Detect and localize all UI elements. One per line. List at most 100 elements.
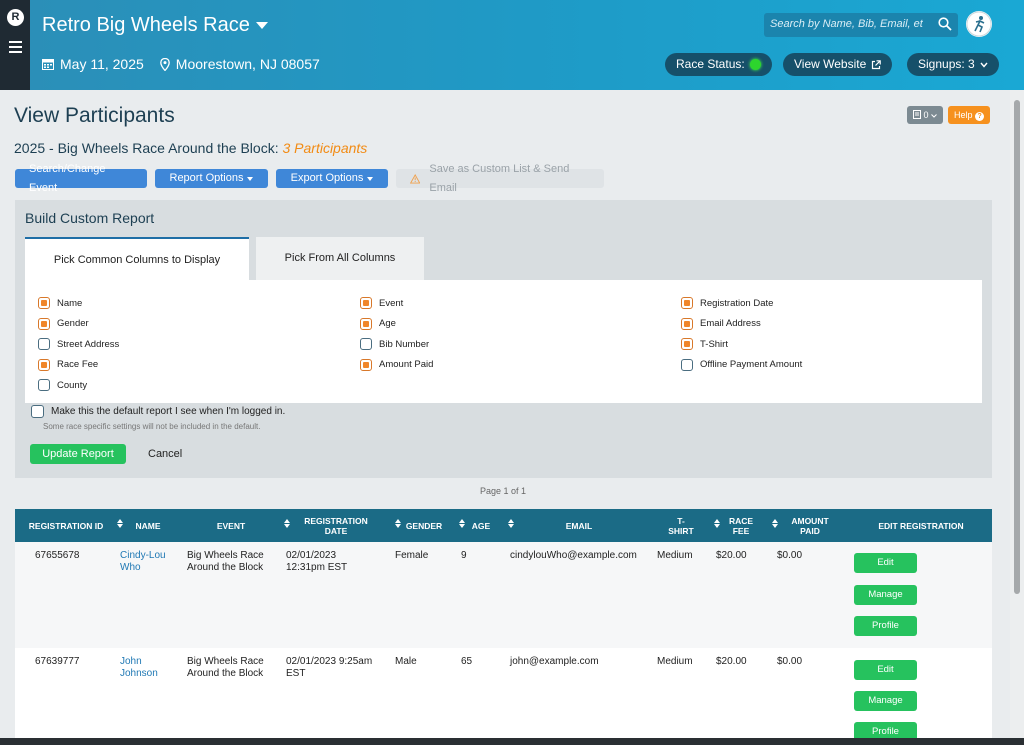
participant-name-link[interactable]: Cindy-Lou Who — [120, 550, 166, 573]
sort-icon[interactable] — [395, 519, 401, 528]
warning-icon — [410, 173, 421, 184]
runner-avatar-icon — [966, 11, 992, 37]
status-indicator-icon — [749, 59, 761, 70]
col-header-tshirt[interactable]: T-SHIRT — [668, 515, 694, 536]
column-option[interactable]: County — [38, 375, 119, 396]
column-option[interactable]: Amount Paid — [360, 355, 433, 376]
calendar-icon — [42, 59, 54, 70]
column-option[interactable]: Bib Number — [360, 334, 433, 355]
email-cell: john@example.com — [510, 656, 599, 667]
profile-button[interactable]: Profile — [854, 722, 917, 742]
column-group-2: Event Age Bib Number Amount Paid — [360, 293, 433, 375]
saved-lists-dropdown[interactable]: 0 — [907, 106, 944, 124]
column-option[interactable]: Street Address — [38, 334, 119, 355]
report-options-label: Report Options — [169, 172, 244, 184]
sort-icon[interactable] — [117, 519, 123, 528]
checkbox-checked[interactable] — [360, 358, 372, 371]
col-header-gender[interactable]: GENDER — [405, 520, 443, 531]
page-scrollbar[interactable] — [1010, 90, 1024, 745]
race-status-pill[interactable]: Race Status: — [665, 53, 772, 76]
column-option[interactable]: T-Shirt — [681, 334, 802, 355]
search-change-event-label: Search/Change Event — [29, 162, 106, 194]
column-option-label: Name — [57, 297, 83, 309]
hamburger-menu-icon[interactable] — [9, 41, 22, 56]
checkbox-checked[interactable] — [38, 317, 50, 330]
sort-icon[interactable] — [714, 519, 720, 528]
column-option-label: Street Address — [57, 338, 120, 350]
age-cell: 9 — [461, 550, 467, 561]
sort-icon[interactable] — [772, 519, 778, 528]
col-header-reg-id[interactable]: REGISTRATION ID — [28, 520, 104, 531]
column-option[interactable]: Race Fee — [38, 355, 119, 376]
manage-button[interactable]: Manage — [854, 585, 917, 605]
table-row: 67639777 John Johnson Big Wheels Race Arou… — [15, 648, 992, 745]
report-options-button[interactable]: Report Options — [155, 169, 268, 188]
column-picker: Name Gender Street Address Race Fee County E… — [25, 280, 982, 403]
event-cell: Big Wheels Race Around the Block — [187, 656, 264, 679]
sort-icon[interactable] — [284, 519, 290, 528]
column-option[interactable]: Gender — [38, 314, 119, 335]
scrollbar-thumb[interactable] — [1014, 100, 1020, 594]
save-custom-list-button[interactable]: Save as Custom List & Send Email — [396, 163, 604, 194]
profile-button[interactable]: Profile — [854, 616, 917, 636]
help-button[interactable]: Help ? — [948, 106, 991, 124]
update-report-button[interactable]: Update Report — [30, 444, 126, 464]
checkbox-unchecked[interactable] — [38, 379, 50, 392]
race-title: Retro Big Wheels Race — [42, 14, 250, 36]
window-bottom-edge — [0, 738, 1024, 745]
column-option[interactable]: Registration Date — [681, 293, 802, 314]
user-avatar[interactable] — [966, 11, 992, 37]
cancel-button[interactable]: Cancel — [148, 448, 183, 460]
event-subtitle: 2025 - Big Wheels Race Around the Block:… — [14, 140, 367, 156]
edit-button[interactable]: Edit — [854, 660, 917, 680]
tab-common-columns[interactable]: Pick Common Columns to Display — [25, 237, 249, 280]
column-option-label: T-Shirt — [700, 338, 728, 350]
checkbox-unchecked[interactable] — [38, 338, 50, 351]
col-header-email[interactable]: EMAIL — [565, 520, 593, 531]
search-input[interactable] — [764, 13, 929, 35]
column-option[interactable]: Event — [360, 293, 433, 314]
column-option[interactable]: Age — [360, 314, 433, 335]
checkbox-checked[interactable] — [38, 358, 50, 371]
column-option[interactable]: Offline Payment Amount — [681, 355, 802, 376]
column-option-label: Gender — [57, 318, 89, 330]
checkbox-checked[interactable] — [38, 297, 50, 310]
col-header-age[interactable]: AGE — [471, 520, 491, 531]
edit-button[interactable]: Edit — [854, 553, 917, 573]
tab-common-label: Pick Common Columns to Display — [53, 254, 221, 266]
checkbox-checked[interactable] — [360, 297, 372, 310]
race-selector[interactable]: Retro Big Wheels Race — [42, 14, 268, 37]
reg-id-cell: 67639777 — [35, 656, 80, 667]
checkbox-checked[interactable] — [681, 297, 693, 310]
default-report-checkbox[interactable] — [31, 405, 44, 418]
tab-all-columns[interactable]: Pick From All Columns — [256, 237, 424, 280]
participant-name-link[interactable]: John Johnson — [120, 656, 158, 679]
col-header-name[interactable]: NAME — [135, 520, 161, 531]
signups-dropdown[interactable]: Signups: 3 — [907, 53, 999, 76]
search-icon[interactable] — [938, 17, 952, 31]
external-link-icon — [872, 59, 882, 69]
checkbox-checked[interactable] — [681, 338, 693, 351]
col-header-reg-date[interactable]: REGISTRATION DATE — [304, 515, 368, 536]
left-rail: R — [0, 0, 30, 90]
caret-down-icon — [367, 176, 374, 181]
sort-icon[interactable] — [459, 519, 465, 528]
col-header-amount-paid[interactable]: AMOUNT PAID — [791, 515, 829, 536]
column-option[interactable]: Email Address — [681, 314, 802, 335]
column-option[interactable]: Name — [38, 293, 119, 314]
app-logo[interactable]: R — [7, 9, 24, 26]
checkbox-checked[interactable] — [681, 317, 693, 330]
col-header-event[interactable]: EVENT — [216, 520, 246, 531]
view-website-button[interactable]: View Website — [783, 53, 893, 76]
export-options-button[interactable]: Export Options — [276, 169, 388, 188]
checkbox-unchecked[interactable] — [681, 358, 693, 371]
manage-button[interactable]: Manage — [854, 691, 917, 711]
col-header-race-fee[interactable]: RACE FEE — [728, 515, 754, 536]
sort-icon[interactable] — [508, 519, 514, 528]
default-report-option[interactable]: Make this the default report I see when … — [31, 405, 285, 418]
signups-label: Signups: 3 — [918, 57, 975, 71]
participant-count: 3 Participants — [282, 140, 368, 156]
checkbox-unchecked[interactable] — [360, 338, 372, 351]
search-change-event-button[interactable]: Search/Change Event — [15, 163, 147, 194]
checkbox-checked[interactable] — [360, 317, 372, 330]
